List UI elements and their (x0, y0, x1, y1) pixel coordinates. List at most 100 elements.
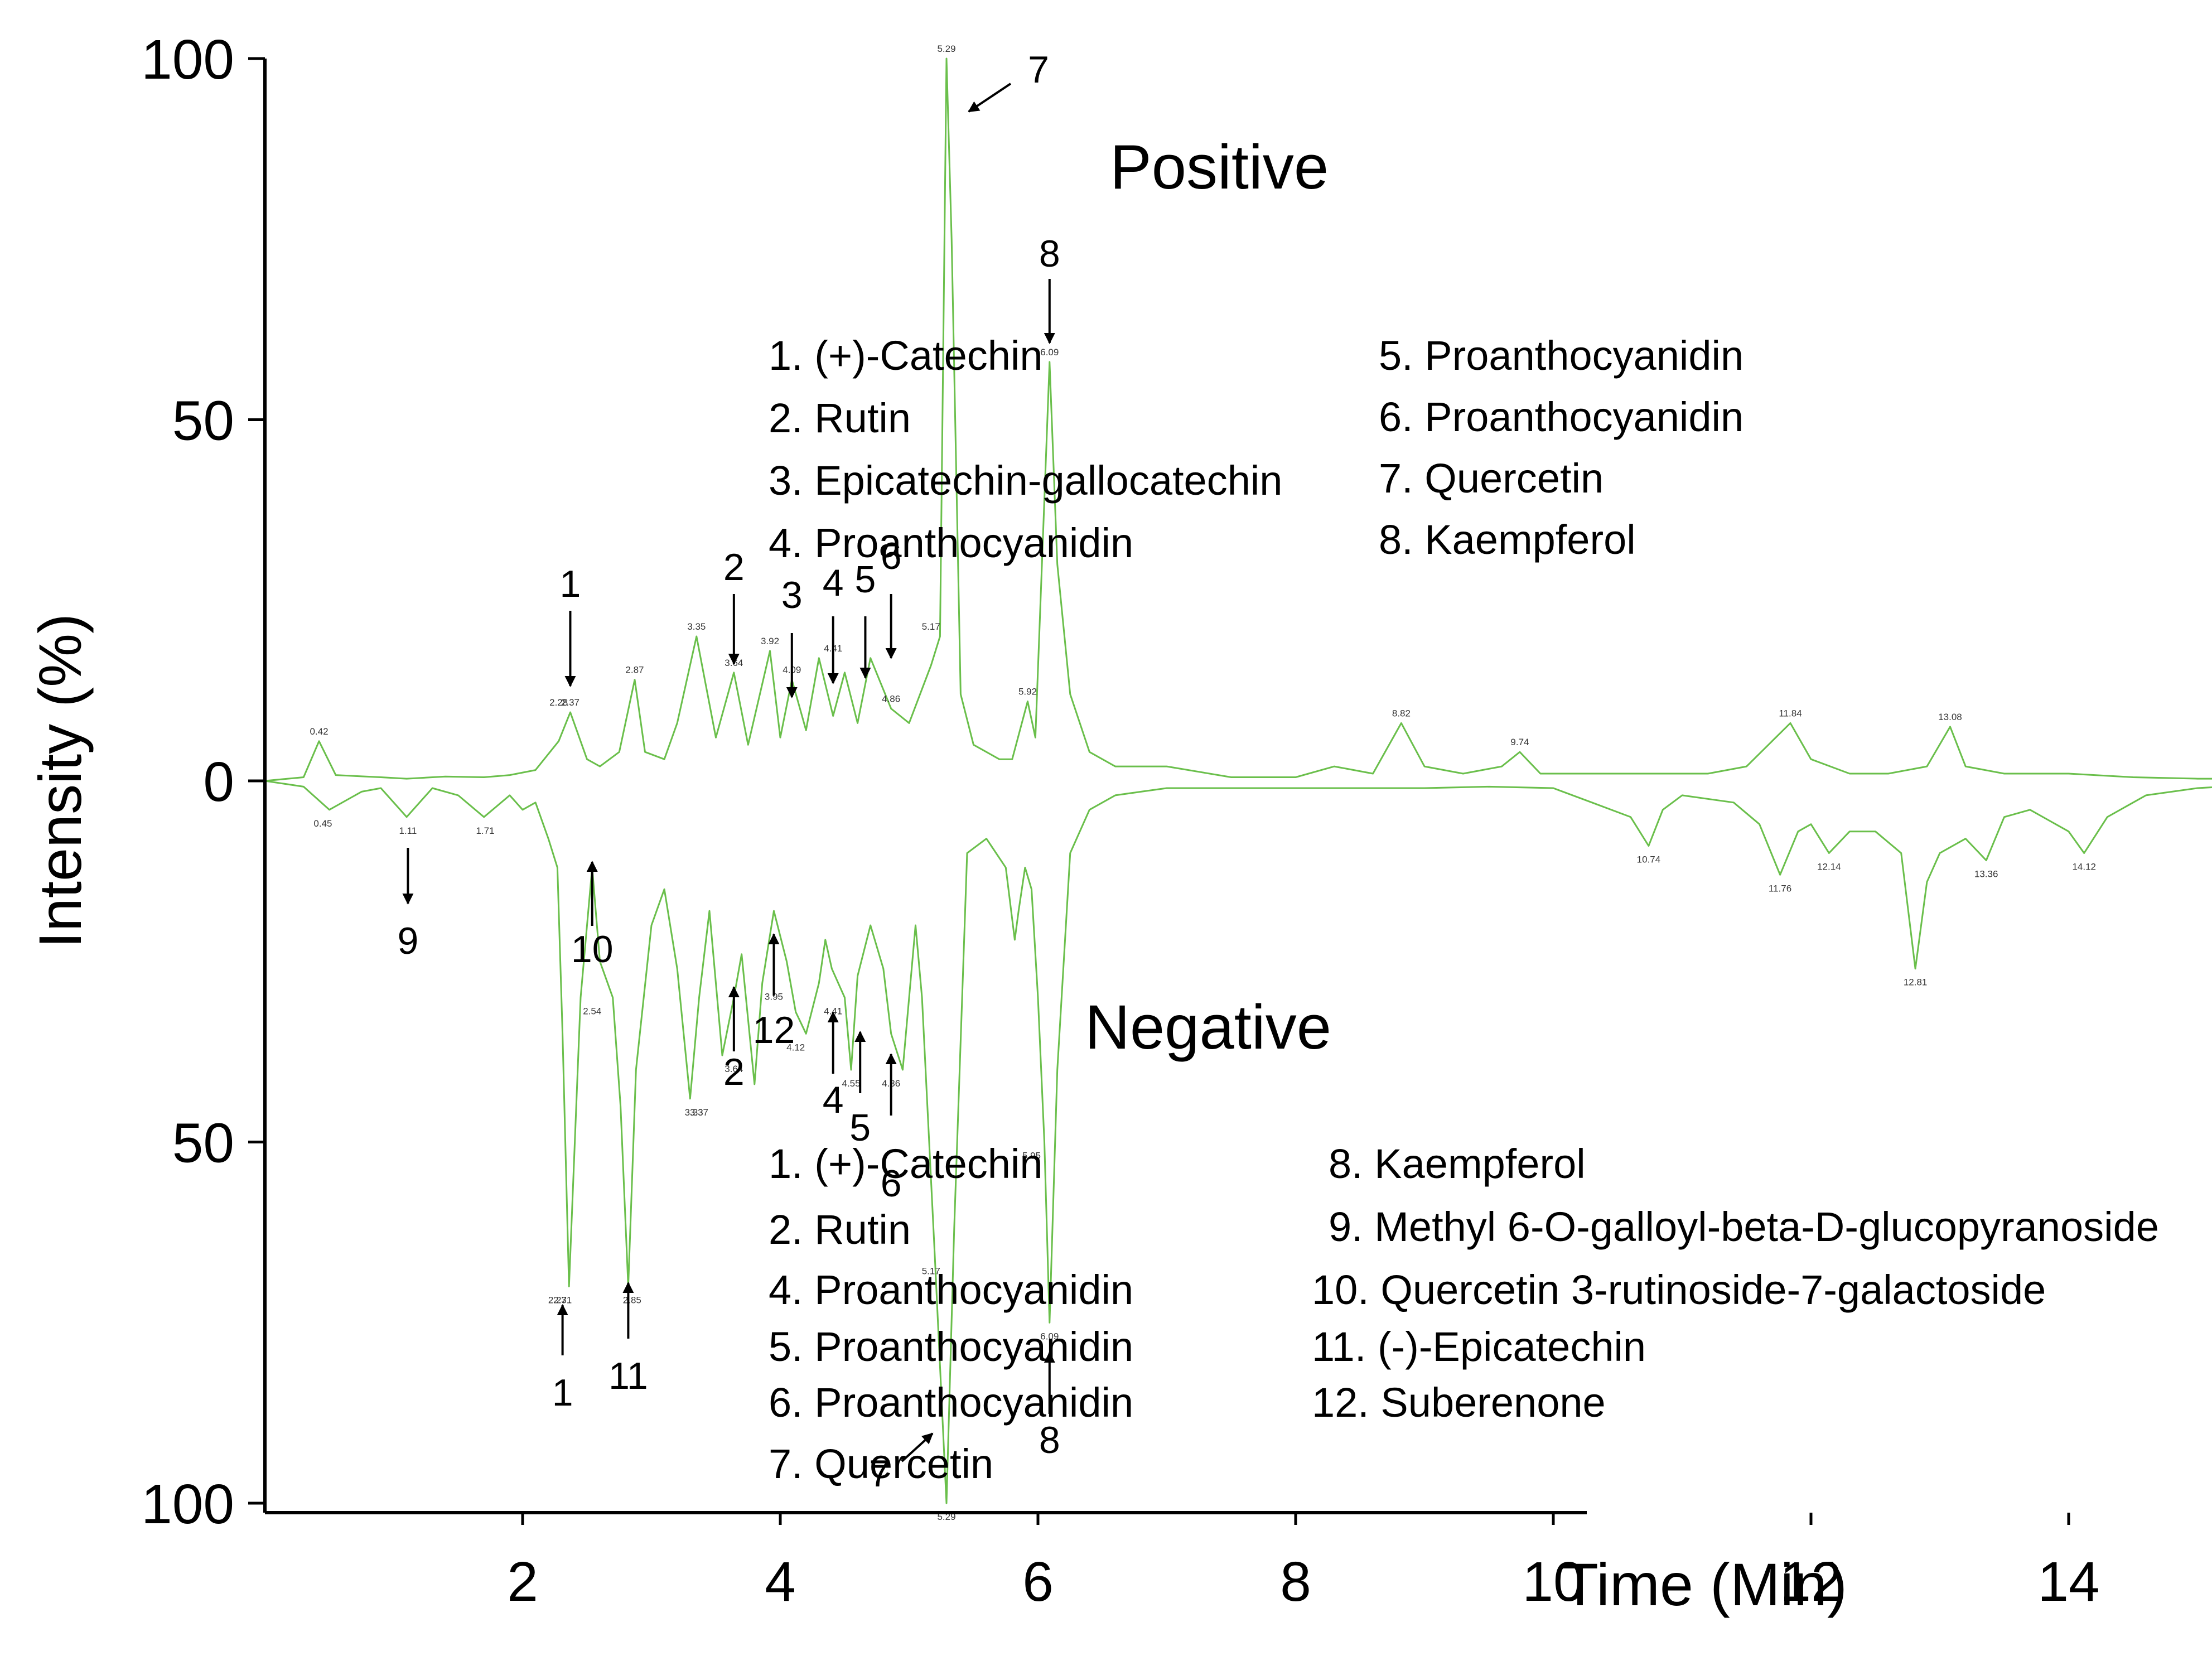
x-tick-label: 6 (1022, 1551, 1054, 1613)
rt-label-positive: 5.92 (1018, 687, 1037, 697)
x-tick-label: 14 (2037, 1551, 2099, 1613)
x-tick-label: 10 (1522, 1551, 1584, 1613)
rt-label-positive: 6.09 (1040, 347, 1059, 358)
rt-label-negative: 1.71 (476, 825, 494, 836)
x-tick-label: 8 (1280, 1551, 1311, 1613)
y-tick-label: 100 (141, 1473, 234, 1536)
rt-label-negative: 10.74 (1637, 854, 1661, 865)
legend-item-positive: 2. Rutin (769, 395, 911, 441)
rt-label-negative: 13.36 (1974, 868, 1998, 879)
rt-label-negative: 11.76 (1769, 883, 1791, 894)
peak-number-positive: 3 (781, 574, 803, 616)
rt-label-positive: 3.35 (687, 621, 706, 632)
rt-label-negative: 3.95 (765, 992, 783, 1002)
legend-item-negative: 7. Quercetin (769, 1441, 993, 1487)
legend-item-positive: 7. Quercetin (1379, 455, 1604, 501)
x-axis-title: Time (Min) (1562, 1551, 1847, 1618)
positive-trace (264, 57, 2212, 782)
peak-number-positive: 8 (1039, 233, 1060, 275)
rt-label-negative: 3.64 (725, 1064, 743, 1074)
peak-arrow-negative (901, 1432, 934, 1462)
negative-trace (264, 780, 2212, 1504)
rt-label-negative: 4.55 (842, 1078, 861, 1089)
rt-label-positive: 3.92 (761, 636, 779, 646)
peak-number-negative: 10 (571, 928, 614, 971)
rt-label-positive: 2.28 (549, 697, 568, 708)
rt-label-negative: 3.33 (685, 1107, 703, 1118)
legend-item-positive: 3. Epicatechin-gallocatechin (769, 457, 1282, 504)
rt-label-positive: 8.82 (1392, 708, 1411, 718)
peak-number-positive: 4 (823, 562, 844, 604)
y-axis-title: Intensity (%) (26, 614, 94, 948)
legend-item-positive: 1. (+)-Catechin (769, 332, 1042, 379)
x-tick-label: 2 (507, 1551, 538, 1613)
peak-arrow-positive (968, 83, 1012, 113)
rt-label-negative: 12.14 (1817, 862, 1841, 872)
compound-legends: 1. (+)-Catechin 2. Rutin 3. Epicatechin-ga… (769, 332, 2159, 1487)
legend-item-negative: 12. Suberenone (1312, 1379, 1606, 1426)
peak-number-positive: 6 (881, 535, 902, 577)
rt-label-positive: 5.29 (937, 44, 955, 54)
peak-number-positive: 2 (723, 546, 745, 588)
rt-label-negative: 14.12 (2072, 862, 2096, 872)
rt-label-negative: 5.17 (922, 1266, 940, 1277)
rt-label-negative: 3.37 (690, 1107, 708, 1118)
peak-number-negative: 2 (723, 1051, 745, 1093)
legend-item-negative: 8. Kaempferol (1329, 1141, 1586, 1187)
legend-item-negative: 5. Proanthocyanidin (769, 1324, 1133, 1370)
x-tick-label: 12 (1780, 1551, 1842, 1613)
rt-label-negative: 12.81 (1904, 977, 1928, 988)
rt-label-negative: 2.54 (583, 1006, 601, 1017)
peak-number-positive: 7 (1028, 49, 1049, 91)
positive-title: Positive (1110, 132, 1329, 202)
peak-number-negative: 9 (397, 920, 418, 962)
chromatogram-traces (264, 57, 2212, 1504)
peak-number-negative: 4 (823, 1079, 844, 1121)
rt-label-negative: 5.95 (1022, 1151, 1041, 1161)
legend-item-negative: 10. Quercetin 3-rutinoside-7-galactoside (1312, 1267, 2046, 1313)
rt-label-positive: 9.74 (1510, 737, 1529, 747)
rt-label-positive: 11.84 (1779, 708, 1802, 718)
peak-number-negative: 7 (869, 1452, 890, 1495)
y-tick-label: 50 (172, 390, 234, 452)
rt-label-positive: 4.86 (882, 694, 900, 704)
legend-item-negative: 4. Proanthocyanidin (769, 1267, 1133, 1313)
legend-item-negative: 6. Proanthocyanidin (769, 1379, 1133, 1426)
rt-label-positive: 13.08 (1938, 712, 1962, 722)
axis-ticks: 2468101214161810050050100 (141, 28, 2099, 1613)
axes (263, 59, 1587, 1514)
rt-label-positive: 2.37 (561, 697, 579, 708)
legend-item-positive: 5. Proanthocyanidin (1379, 332, 1743, 379)
legend-item-positive: 4. Proanthocyanidin (769, 520, 1133, 566)
rt-label-negative: 2.31 (553, 1295, 572, 1306)
rt-label-positive: 5.17 (922, 621, 940, 632)
legend-item-negative: 11. (-)-Epicatechin (1312, 1324, 1646, 1370)
legend-item-negative: 9. Methyl 6-O-galloyl-beta-D-glucopyrano… (1329, 1204, 2159, 1250)
legend-item-negative: 2. Rutin (769, 1206, 911, 1253)
y-tick-label: 100 (141, 28, 234, 91)
negative-title: Negative (1085, 992, 1331, 1062)
rt-label-negative: 4.12 (786, 1042, 805, 1052)
peak-number-negative: 12 (753, 1009, 795, 1051)
rt-label-positive: 0.42 (310, 726, 328, 737)
rt-label-negative: 2.27 (548, 1295, 567, 1306)
legend-item-positive: 6. Proanthocyanidin (1379, 394, 1743, 440)
x-tick-label: 4 (765, 1551, 796, 1613)
legend-item-positive: 8. Kaempferol (1379, 516, 1636, 563)
peak-number-negative: 5 (849, 1107, 871, 1149)
peak-number-negative: 11 (608, 1355, 648, 1397)
y-tick-label: 0 (203, 751, 234, 813)
legend-item-negative: 1. (+)-Catechin (769, 1141, 1042, 1187)
rt-label-negative: 2.85 (623, 1295, 641, 1306)
peak-number-positive: 5 (855, 558, 876, 601)
y-tick-label: 50 (172, 1112, 234, 1175)
rt-label-negative: 1.11 (399, 825, 417, 836)
peak-number-negative: 8 (1039, 1419, 1060, 1461)
rt-label-negative: 0.45 (313, 818, 332, 829)
rt-label-negative: 6.09 (1040, 1331, 1059, 1341)
rt-label-positive: 2.87 (625, 665, 644, 675)
peak-number-negative: 1 (552, 1372, 573, 1414)
peak-number-positive: 1 (560, 563, 581, 605)
